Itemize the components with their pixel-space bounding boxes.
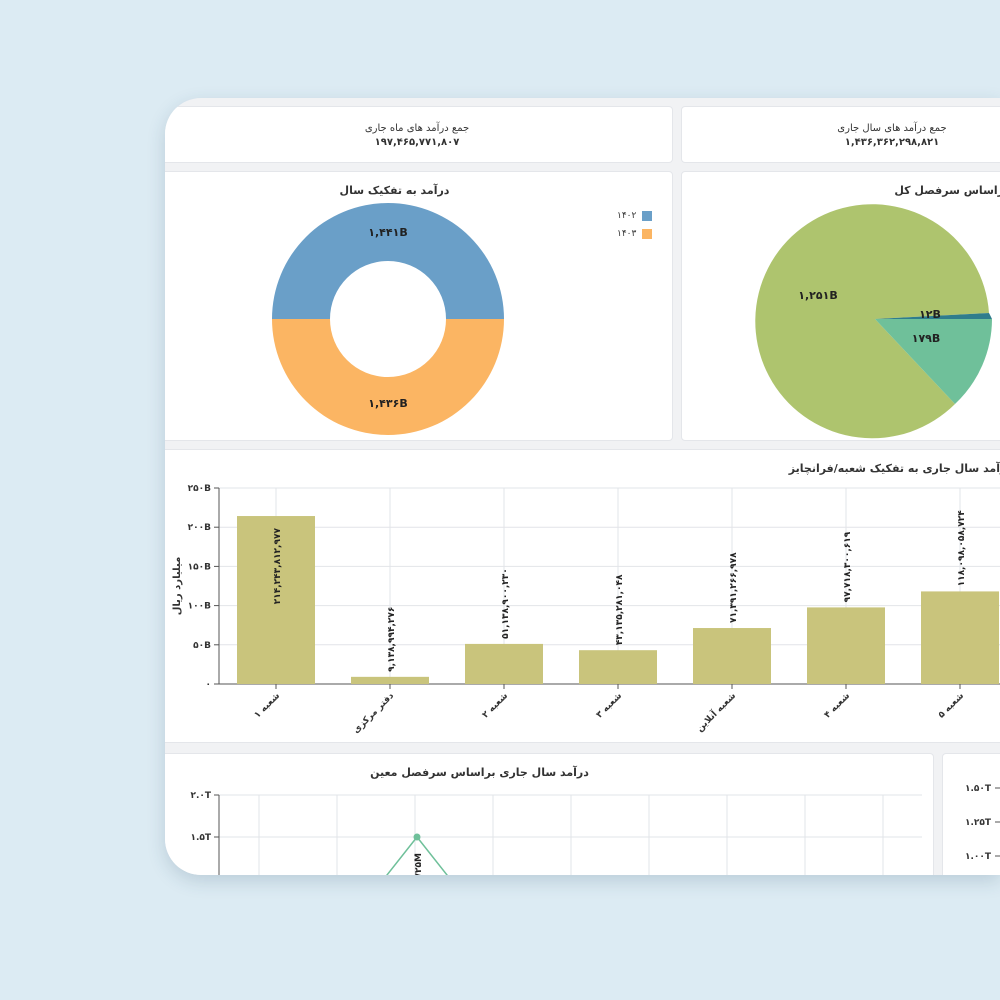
bar-7[interactable] [921,591,999,684]
bar-value-label: ۷۱,۳۹۱,۲۶۶,۹۷۸ [729,552,739,623]
bar-x-tick-label: دفتر مرکزی [351,691,396,736]
pie-label-179B: ۱۷۹B [912,332,941,345]
pie-card: درآمد سال جاری براساس سرفصل کل ۱,۲۵۱B ۱۲… [681,171,1000,441]
bar-x-tick-label: شعبه ۱ [253,691,283,721]
right-chart-card: ۱.۵۰T ۱.۲۵T ۱.۰۰T [942,753,1000,875]
right-y-tick-label: ۱.۲۵T [965,818,992,828]
kpi-year-title: جمع درآمد های سال جاری [837,123,947,134]
right-chart-axis: ۱.۵۰T ۱.۲۵T ۱.۰۰T [965,784,1000,862]
donut-title: درآمد به تفکیک سال [339,184,450,197]
bar-y-tick-label: ۱۰۰B [188,602,211,612]
legend-label-1402: ۱۴۰۲ [617,211,637,221]
line-point-peak[interactable] [413,833,421,841]
line-card: درآمد سال جاری براساس سرفصل معین ۲.۰T ۱.۵… [165,753,934,875]
legend-item-1402[interactable]: ۱۴۰۲ [617,211,653,221]
kpi-year-value: ۱,۴۳۶,۳۶۲,۲۹۸,۸۲۱ [844,137,940,148]
bar-y-tick-label: ۵۰B [193,641,211,651]
bar-4[interactable] [579,650,657,684]
bar-value-label: ۲۱۴,۲۴۳,۸۱۲,۹۷۷ [273,528,283,605]
bar-y-tick-label: ۱۵۰B [188,562,211,572]
bar-chart: ۰ ۵۰B ۱۰۰B ۱۵۰B ۲۰۰B ۲۵۰B میلیارد ریال ۲۱۴,۲۴۳,… [172,484,1000,736]
pie-label-12B: ۱۲B [919,308,941,321]
kpi-card-year: جمع درآمد های سال جاری ۱,۴۳۶,۳۶۲,۲۹۸,۸۲۱ [681,106,1000,163]
bar-y-tick-label: ۲۰۰B [188,523,211,533]
bar-value-label: ۵۱,۱۳۸,۹۰۰,۲۳۰ [501,568,511,639]
pie-title: درآمد سال جاری براساس سرفصل کل [894,184,1000,197]
donut-slice-1403[interactable] [272,319,504,435]
bar-3[interactable] [465,643,543,684]
bar-y-axis-label: میلیارد ریال [172,557,183,616]
bar-value-label: ۹,۱۳۸,۹۹۴,۲۷۶ [387,607,397,672]
bar-6[interactable] [807,607,885,684]
donut-slice-1402[interactable] [272,203,504,319]
bar-y-tick-label: ۰ [206,680,212,690]
bar-value-label: ۹۷,۷۱۸,۳۰۰,۶۱۹ [843,531,853,602]
bar-y-tick-label: ۲۵۰B [188,484,211,494]
bar-x-tick-label: شعبه ۵ [937,691,967,721]
line-y-tick-label: ۲.۰T [190,791,211,801]
pie-slice-179B[interactable] [875,319,992,404]
pie-chart: ۱,۲۵۱B ۱۲B ۱۷۹B [755,204,992,439]
kpi-month-value: ۱۹۷,۴۶۵,۷۷۱,۸۰۷ [374,137,460,148]
bar-x-tick-label: شعبه ۲ [481,691,511,721]
bar-x-tick-label: شعبه ۴ [823,691,853,721]
legend-label-1403: ۱۴۰۳ [617,229,637,239]
legend-item-1403[interactable]: ۱۴۰۳ [617,229,653,239]
right-y-tick-label: ۱.۵۰T [965,784,992,794]
bar-x-tick-label: شعبه آنلاین [694,690,739,735]
bar-5[interactable] [693,628,771,684]
line-chart: ۲.۰T ۱.۵T ۷۲۵M [190,791,922,875]
kpi-month-title: جمع درآمد های ماه جاری [364,123,470,134]
dashboard-window: جمع درآمد های ماه جاری ۱۹۷,۴۶۵,۷۷۱,۸۰۷ ج… [165,98,1000,875]
pie-label-1251B: ۱,۲۵۱B [798,289,837,302]
bar-2[interactable] [351,676,429,684]
line-title: درآمد سال جاری براساس سرفصل معین [370,766,589,779]
bar-value-label: ۴۳,۱۳۵,۲۸۱,۰۴۸ [615,574,625,645]
bar-value-label: ۱۱۸,۰۹۸,۰۵۸,۷۲۴ [957,510,967,587]
bar-title: درآمد سال جاری به تفکیک شعبه/فرانچایز [788,462,1000,475]
donut-card: درآمد به تفکیک سال ۱,۴۴۱B ۱,۴۳۶B ۱۴۰۲ ۱۴… [165,171,673,441]
bar-card: درآمد سال جاری به تفکیک شعبه/فرانچایز ۰ ۵… [165,449,1000,743]
donut-chart: ۱,۴۴۱B ۱,۴۳۶B [272,203,504,435]
legend-swatch-1403 [642,229,653,239]
donut-label-1402: ۱,۴۴۱B [368,226,407,239]
line-y-tick-label: ۱.۵T [190,833,211,843]
line-peak-label: ۷۲۵M [414,853,424,875]
legend-swatch-1402 [642,211,653,221]
bar-x-tick-label: شعبه ۳ [595,691,625,721]
donut-label-1403: ۱,۴۳۶B [368,397,407,410]
bar-1[interactable] [237,516,315,684]
pie-slice-1251B[interactable] [755,204,989,439]
pie-slice-12B[interactable] [875,313,992,319]
kpi-card-month: جمع درآمد های ماه جاری ۱۹۷,۴۶۵,۷۷۱,۸۰۷ [165,106,673,163]
right-y-tick-label: ۱.۰۰T [965,852,992,862]
